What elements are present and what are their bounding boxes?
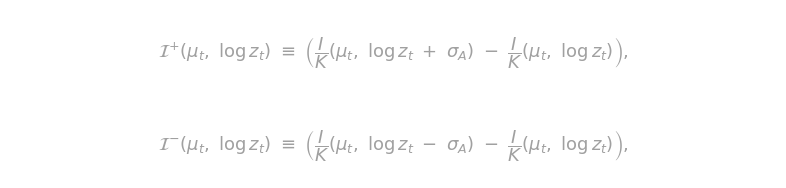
Text: $\mathcal{I}^{+}(\mu_t,\ \log z_t)\ \equiv\ \left(\dfrac{I}{K}\left(\mu_t,\ \log: $\mathcal{I}^{+}(\mu_t,\ \log z_t)\ \equ… <box>157 35 629 71</box>
Text: $\mathcal{I}^{-}(\mu_t,\ \log z_t)\ \equiv\ \left(\dfrac{I}{K}\left(\mu_t,\ \log: $\mathcal{I}^{-}(\mu_t,\ \log z_t)\ \equ… <box>157 128 629 164</box>
